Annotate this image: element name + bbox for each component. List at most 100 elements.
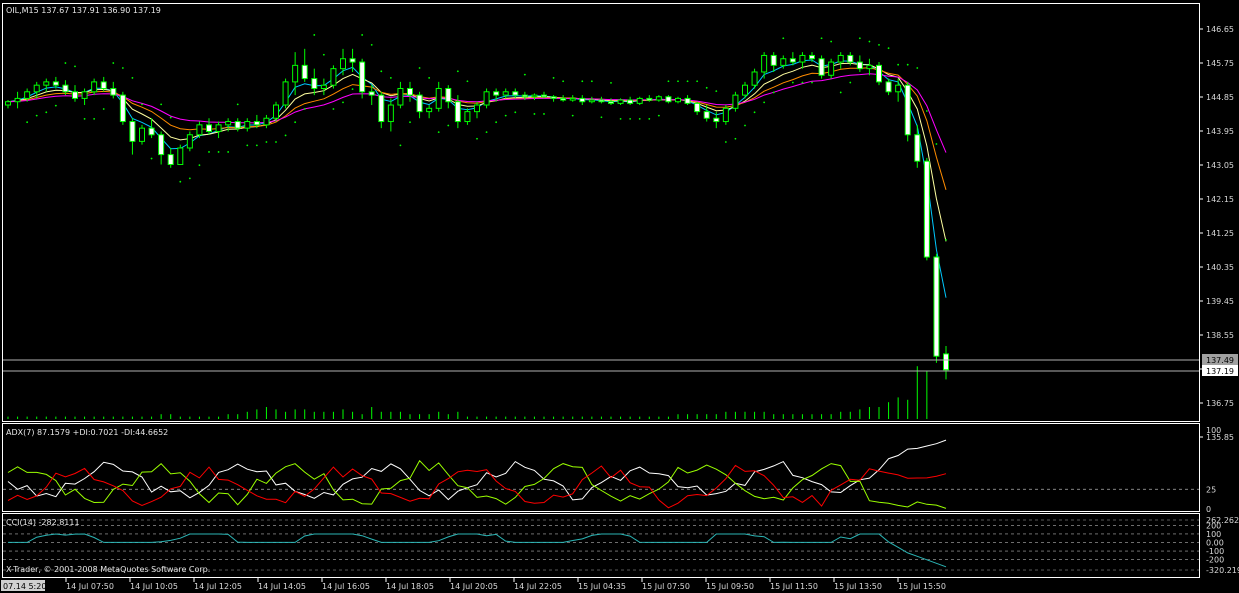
candle-body (818, 58, 825, 76)
psar-dot (74, 65, 76, 68)
psar-dot (399, 144, 402, 147)
candle-body (904, 84, 911, 136)
candle-body (541, 94, 547, 98)
price-tick-label: 146.65 (1206, 25, 1234, 34)
psar-dot (217, 151, 220, 153)
candle-body (139, 127, 145, 142)
candle-body (464, 111, 471, 123)
price-marker-box (1202, 365, 1238, 376)
candle-body (895, 84, 902, 93)
candle-body (100, 81, 107, 89)
candle-body (148, 127, 155, 136)
cci-tick-label: 200 (1206, 521, 1221, 530)
psar-dot (179, 180, 182, 183)
candle-body (550, 96, 557, 99)
psar-dot (428, 77, 431, 79)
candle-body (694, 102, 701, 113)
psar-dot (820, 37, 823, 40)
time-tick-label: 14 Jul 14:05 (258, 582, 306, 591)
psar-dot (916, 67, 919, 69)
psar-dot (868, 40, 871, 43)
psar-dot (284, 134, 287, 137)
candle-body (263, 117, 270, 126)
candle-body (703, 111, 710, 119)
candle-body (617, 99, 624, 104)
psar-dot (610, 81, 612, 84)
psar-dot (169, 116, 172, 119)
psar-dot (839, 91, 842, 94)
psar-dot (246, 144, 249, 147)
price-panel[interactable]: 146.65 145.75 144.85 143.95 143.05 142.15 141.… (3, 25, 1238, 442)
price-marker-label: 137.49 (1206, 356, 1234, 365)
psar-dot (275, 141, 277, 143)
cci-panel-frame (2, 513, 1200, 578)
candle-body (282, 81, 289, 106)
adx-tick-label: 25 (1206, 485, 1216, 494)
psar-dot (64, 62, 67, 64)
candle-body (368, 91, 375, 96)
candle-body (799, 54, 806, 63)
candle-body (14, 97, 21, 103)
candle-body (636, 97, 643, 104)
psar-dot (677, 80, 679, 83)
candle-body (675, 97, 681, 103)
candle-body (809, 54, 815, 60)
price-tick-label: 145.75 (1206, 59, 1234, 68)
cci-tick-label: 262.262 (1206, 516, 1239, 525)
candle-body (751, 71, 758, 86)
candle-body (340, 58, 346, 70)
psar-dot (648, 117, 651, 120)
cci-tick-label: 100 (1206, 530, 1221, 539)
psar-dot (830, 40, 833, 43)
candle-body (943, 353, 949, 371)
psar-dot (361, 34, 364, 36)
psar-dot (35, 114, 38, 117)
psar-dot (456, 70, 459, 73)
candle-body (234, 121, 241, 129)
psar-dot (370, 43, 373, 46)
candle-body (847, 54, 854, 63)
candle-body (416, 94, 423, 113)
psar-dot (744, 124, 746, 127)
adx-panel[interactable]: 100 25 0 (3, 426, 1221, 514)
candle-body (655, 96, 662, 101)
psar-dot (102, 108, 105, 110)
candle-body (311, 78, 318, 89)
candle-body (866, 64, 873, 70)
psar-dot (686, 80, 689, 83)
psar-dot (26, 121, 29, 124)
candle-body (761, 54, 768, 73)
moving-average-line (7, 59, 947, 298)
candle-body (196, 124, 203, 136)
candle-body (320, 84, 327, 89)
adx-line (7, 439, 947, 501)
candle-body (119, 94, 126, 123)
candle-body (129, 121, 136, 142)
cci-title: CCI(14) -282.8111 (6, 518, 80, 527)
candle-body (43, 81, 50, 86)
adx-title: ADX(7) 87.1579 +DI:0.7021 -DI:44.6652 (6, 428, 168, 437)
candle-body (732, 94, 739, 109)
candle-body (397, 87, 404, 106)
candle-body (52, 81, 59, 86)
psar-dot (476, 137, 478, 140)
psar-dot (466, 80, 469, 83)
psar-dot (54, 104, 57, 107)
candle-body (713, 117, 720, 123)
candle-body (780, 58, 787, 66)
psar-dot (849, 81, 852, 84)
psar-dot (121, 67, 124, 69)
psar-dot (141, 103, 143, 106)
psar-dot (342, 101, 344, 104)
psar-dot (753, 111, 756, 114)
psar-dot (188, 177, 191, 180)
psar-dot (294, 121, 297, 124)
psar-dot (112, 62, 115, 64)
psar-dot (447, 124, 450, 127)
candle-body (569, 97, 576, 101)
candle-body (665, 96, 672, 103)
psar-dot (667, 80, 670, 83)
candle-body (454, 101, 461, 123)
